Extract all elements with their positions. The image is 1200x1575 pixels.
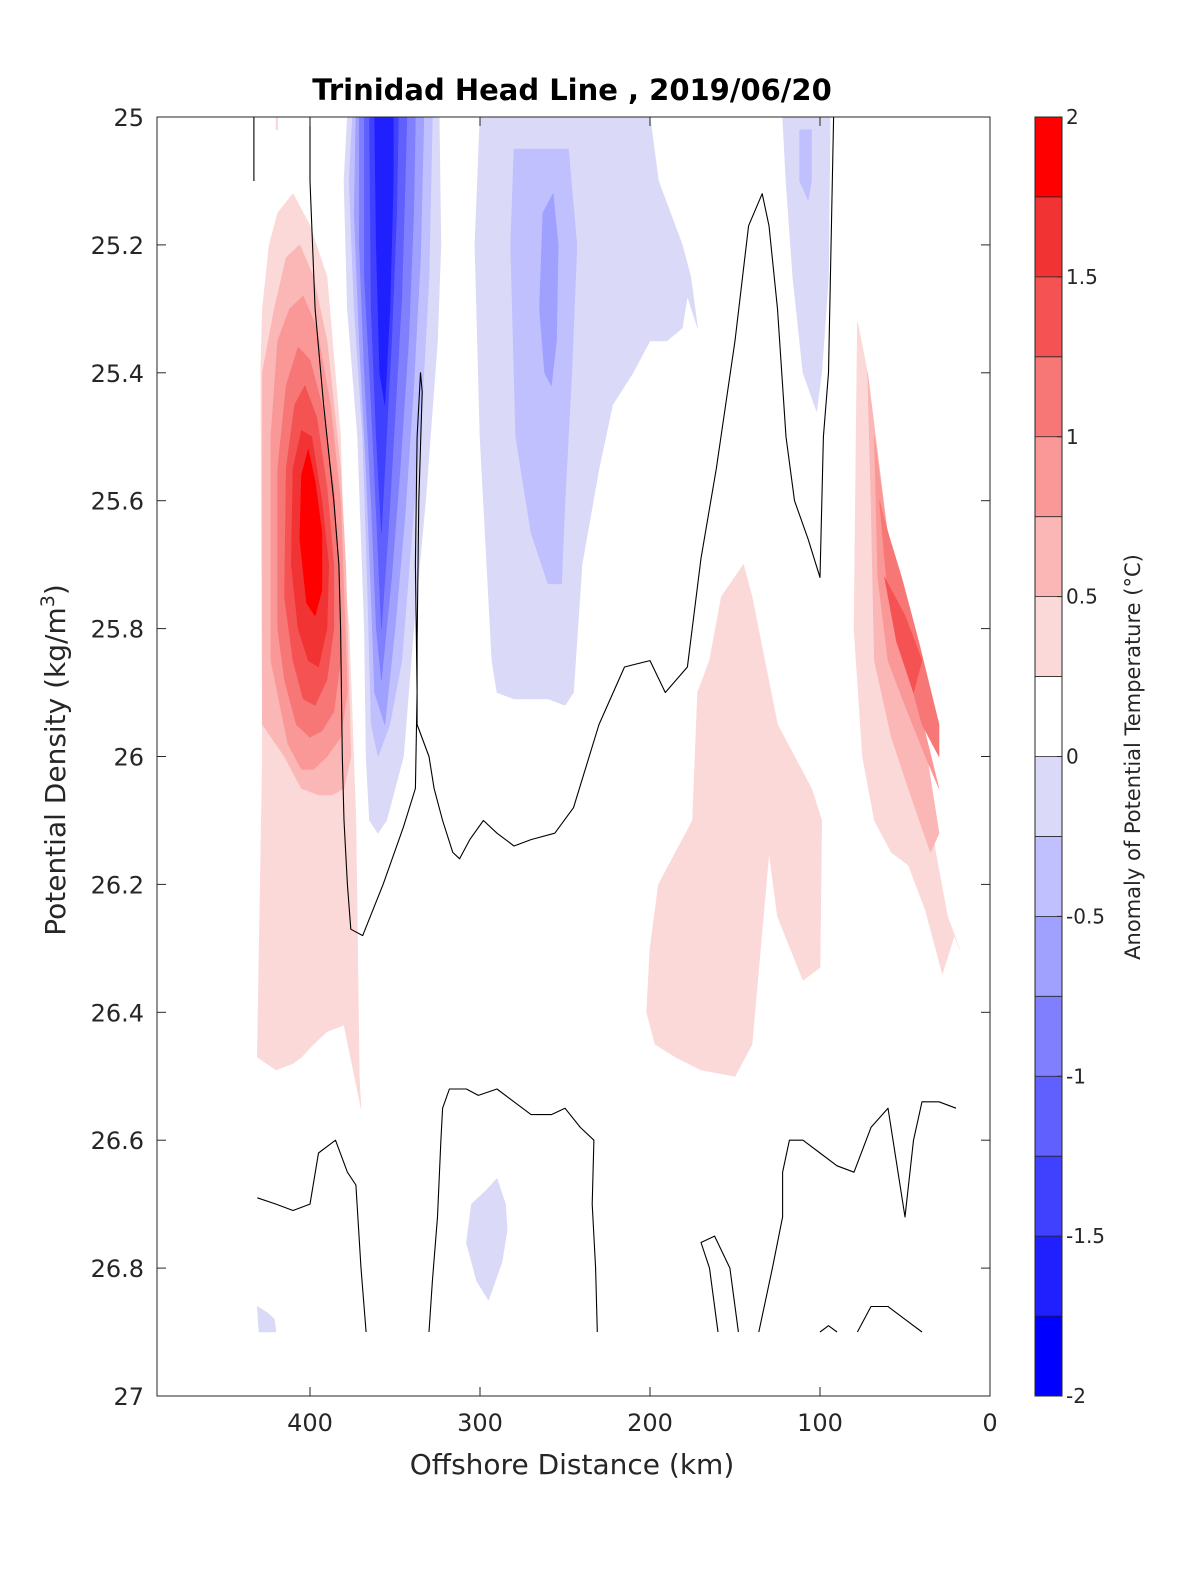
contour-region-warm-top-edge: [275, 117, 279, 131]
colorbar-tick-label: 1.5: [1066, 265, 1098, 289]
colorbar-label: Anomaly of Potential Temperature (°C): [1121, 554, 1145, 960]
x-tick-label: 0: [982, 1409, 997, 1437]
y-tick-label: 26.6: [91, 1127, 144, 1155]
zero-contour-deep-1: [257, 1139, 367, 1333]
axes: 400 300 200 100 0 25 25.2 25.4 25.6 25.8 26 26.2 26.…: [91, 104, 998, 1437]
y-tick-label: 26.4: [91, 999, 144, 1027]
contour-region-cold-tongue: [374, 117, 394, 406]
x-tick-label: 400: [287, 1409, 333, 1437]
colorbar-level: [1035, 756, 1062, 837]
x-tick-label: 200: [627, 1409, 673, 1437]
y-axis-label-superscript: 3: [37, 595, 59, 607]
zero-contour-deep-2: [428, 1088, 598, 1333]
y-tick-label: 25.8: [91, 616, 144, 644]
colorbar-level: [1035, 196, 1062, 277]
colorbar-tick-label: -0.5: [1066, 904, 1105, 928]
contour-region-cold-mid-section: [539, 193, 559, 386]
colorbar-level: [1035, 996, 1062, 1077]
zero-contour-deep-4: [758, 1101, 957, 1333]
colorbar-tick-label: 0: [1066, 745, 1079, 769]
y-tick-label: 25.4: [91, 360, 144, 388]
zero-contour-deep-3: [700, 1235, 739, 1333]
plot-frame: [156, 116, 991, 1397]
colorbar-level: [1035, 1236, 1062, 1317]
y-tick-label: 27: [113, 1383, 144, 1411]
contour-region-cold-nearshore-top: [782, 117, 831, 412]
colorbar-level: [1035, 276, 1062, 357]
zero-contour-deep-5: [819, 1325, 838, 1333]
y-tick-label: 26.2: [91, 871, 144, 899]
colorbar-level: [1035, 1076, 1062, 1157]
colorbar-tick-label: 0.5: [1066, 585, 1098, 609]
contour-fill-regions: [256, 117, 960, 1333]
x-tick-label: 100: [797, 1409, 843, 1437]
x-tick-label: 300: [457, 1409, 503, 1437]
contour-region-cold-nearshore-top: [799, 129, 812, 201]
chart-title: Trinidad Head Line , 2019/06/20: [312, 73, 832, 107]
y-tick-label: 26: [113, 744, 144, 772]
colorbar: -2 -1.5 -1 -0.5 0 0.5 1 1.5 2: [1034, 105, 1105, 1408]
zero-contour-lines: [253, 117, 957, 1333]
colorbar-level: [1035, 916, 1062, 997]
colorbar-tick-label: 1: [1066, 425, 1079, 449]
colorbar-tick-label: -2: [1066, 1384, 1086, 1408]
colorbar-level: [1035, 1316, 1062, 1396]
colorbar-level: [1035, 516, 1062, 597]
y-tick-label: 25.2: [91, 232, 144, 260]
contour-region-warm-slope: [646, 564, 823, 1077]
y-axis-label-close: ): [39, 584, 72, 595]
colorbar-level: [1035, 436, 1062, 517]
y-axis-label: Potential Density (kg/m3): [37, 584, 72, 936]
x-axis-label: Offshore Distance (km): [410, 1448, 735, 1481]
y-tick-label: 25: [113, 104, 144, 132]
colorbar-level: [1035, 836, 1062, 917]
y-tick-label: 25.6: [91, 488, 144, 516]
zero-contour-deep-6: [856, 1305, 923, 1333]
colorbar-level: [1035, 356, 1062, 437]
colorbar-level: [1035, 596, 1062, 677]
zero-contour-offshore-front: [309, 117, 835, 937]
contour-region-warm-nearshore: [884, 577, 923, 693]
colorbar-tick-label: -1.5: [1066, 1224, 1105, 1248]
contour-region-warm-core-offshore: [299, 449, 323, 617]
colorbar-tick-label: 2: [1066, 105, 1079, 129]
colorbar-tick-label: -1: [1066, 1064, 1086, 1088]
contour-region-cold-mid-section: [510, 148, 578, 585]
contour-region-cold-deep: [466, 1178, 508, 1301]
colorbar-level: [1035, 676, 1062, 757]
colorbar-level: [1035, 1156, 1062, 1237]
y-tick-label: 26.8: [91, 1255, 144, 1283]
contour-region-cold-deep-edge: [256, 1306, 277, 1333]
y-axis-label-main: Potential Density (kg/m: [39, 607, 72, 936]
colorbar-level: [1035, 117, 1062, 197]
